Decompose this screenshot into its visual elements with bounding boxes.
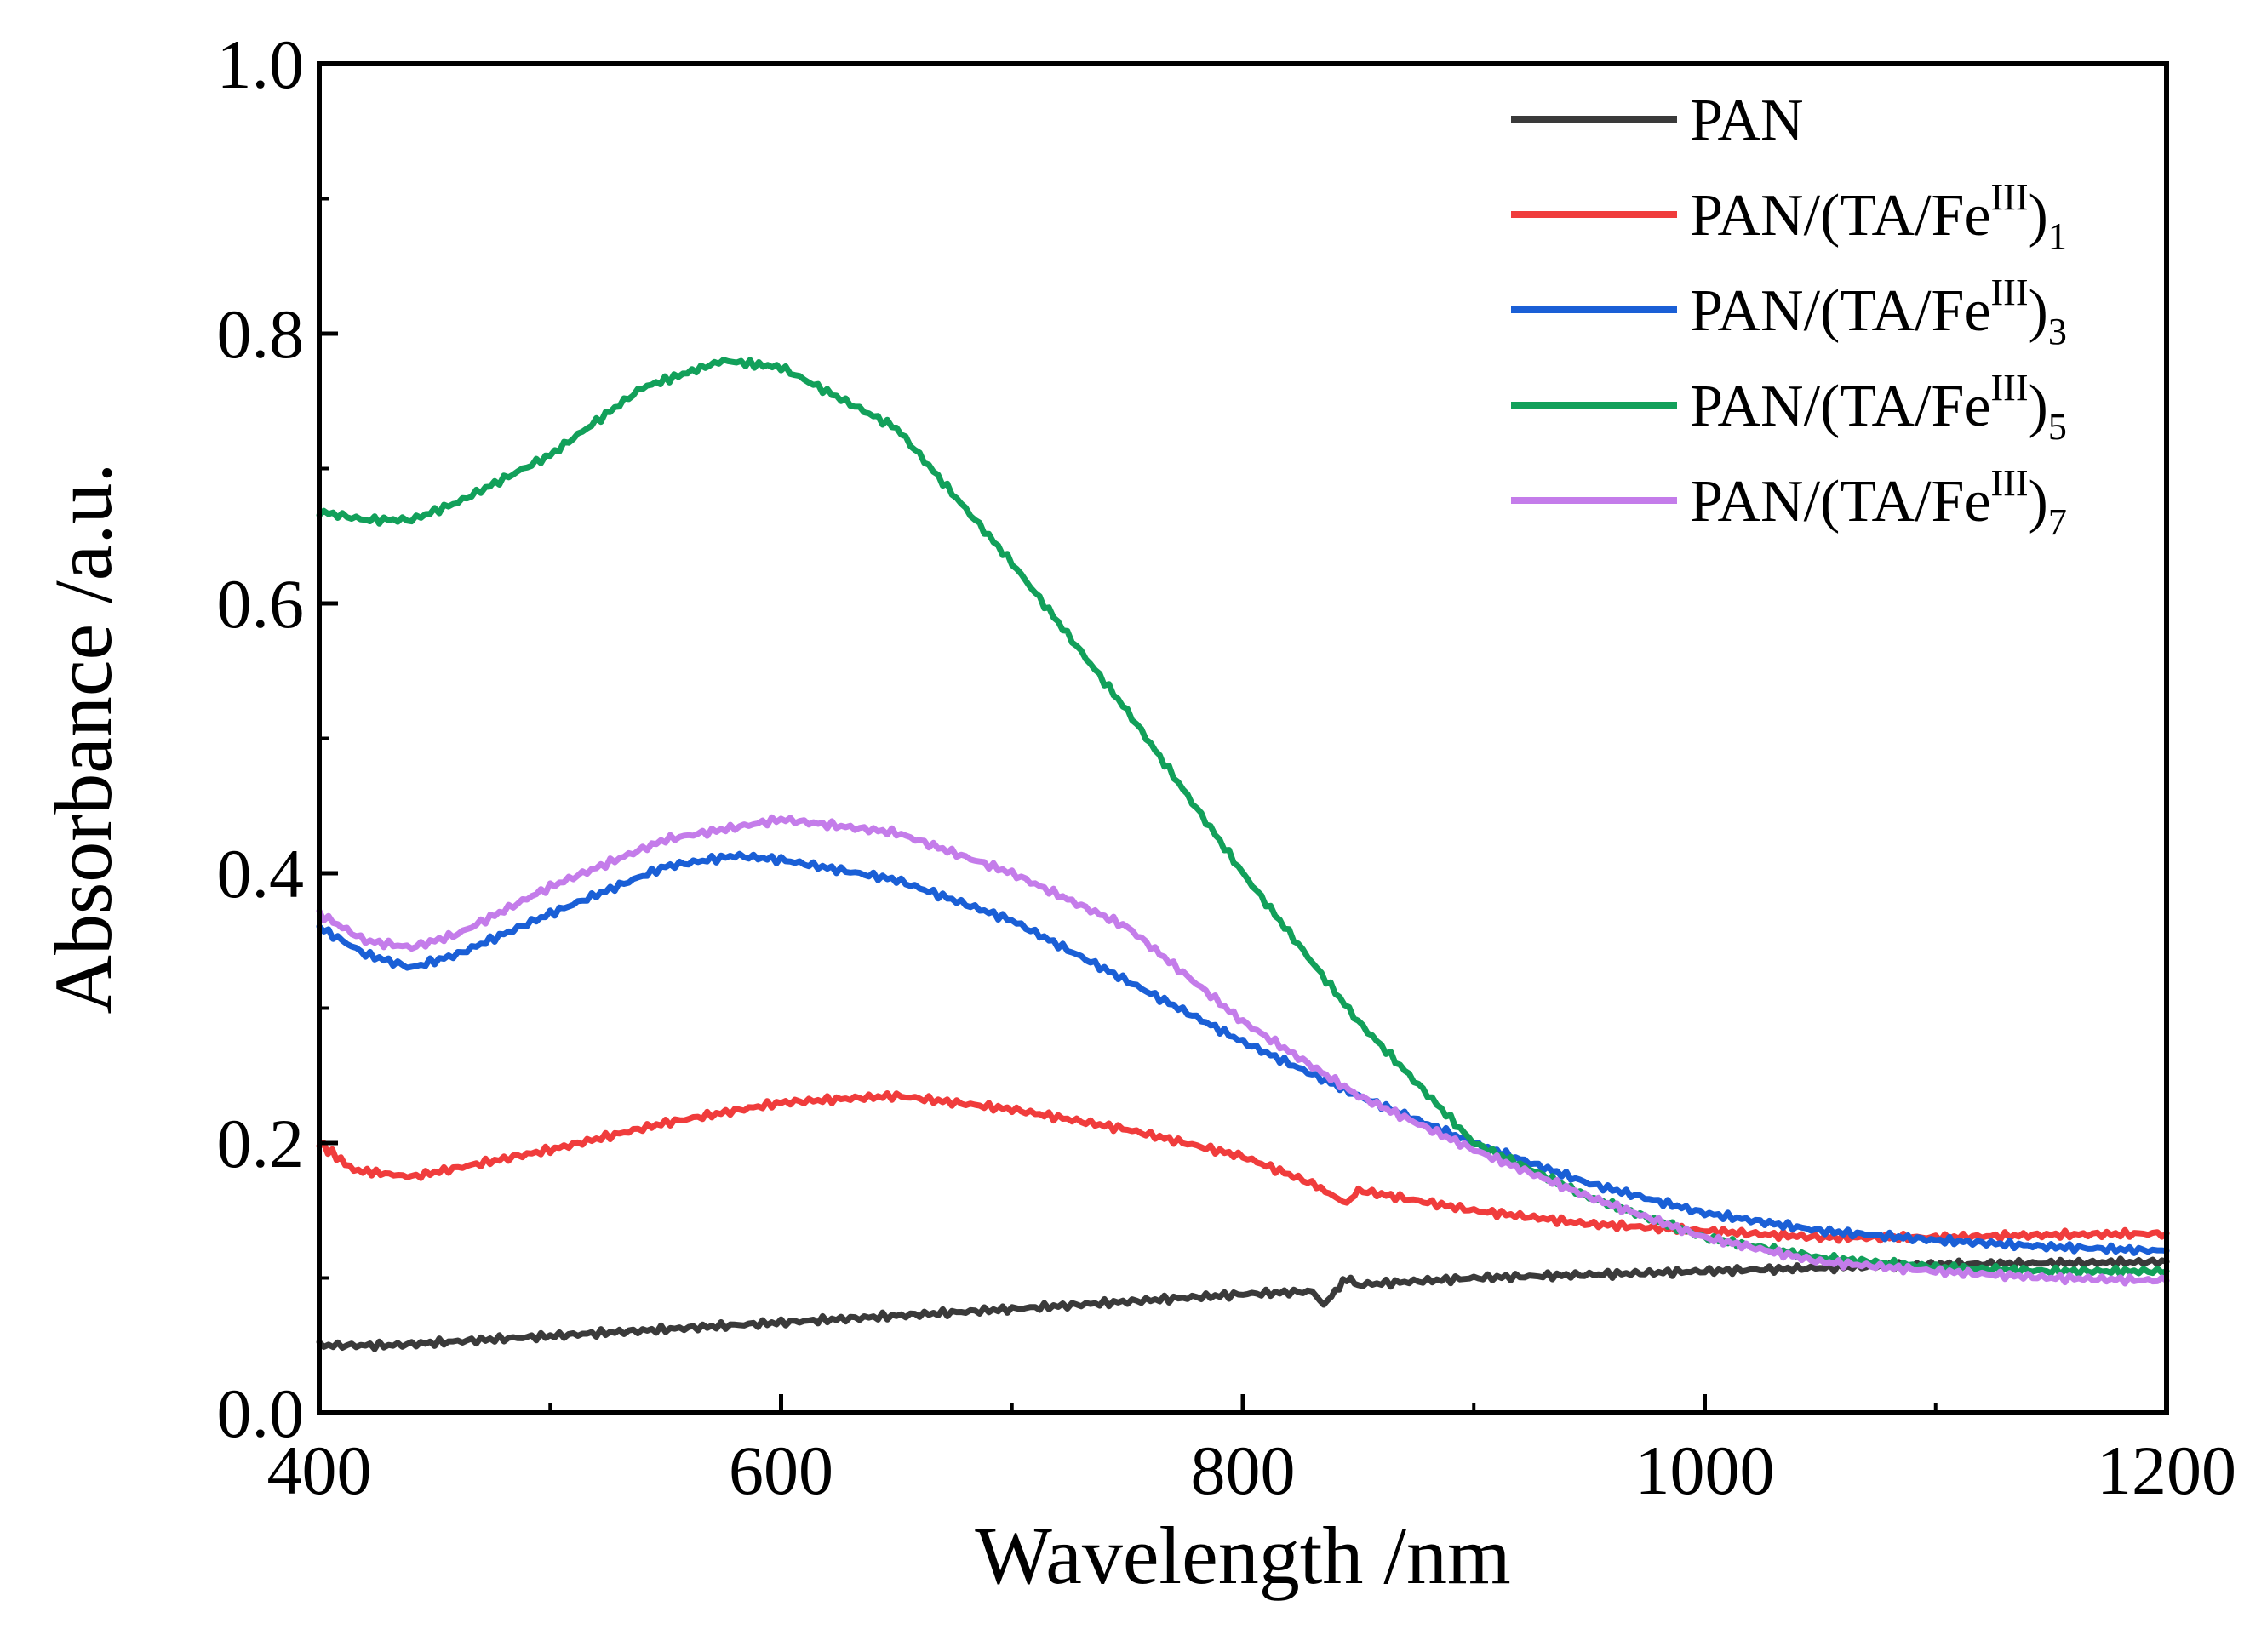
ticks-layer <box>317 61 2169 1415</box>
x-tick-label: 1000 <box>1635 1432 1775 1509</box>
x-tick-label: 1200 <box>2097 1432 2236 1509</box>
legend-label-2: PAN/(TA/FeIII)1 <box>1690 176 2067 257</box>
x-tick-label: 400 <box>267 1432 372 1509</box>
series-line-2 <box>316 1090 2170 1244</box>
legend-label-5: PAN/(TA/FeIII)7 <box>1690 462 2067 543</box>
legend-label-4: PAN/(TA/FeIII)5 <box>1690 367 2067 448</box>
series-line-5 <box>316 814 2170 1287</box>
legend: PAN PAN/(TA/FeIII)1 PAN/(TA/FeIII)3 PAN/(TA… <box>1511 88 2067 543</box>
x-tick-label: 800 <box>1191 1432 1296 1509</box>
series-layer <box>316 357 2170 1352</box>
y-tick-label: 1.0 <box>217 26 305 103</box>
x-tick-label: 600 <box>729 1432 833 1509</box>
y-tick-label: 0.8 <box>217 295 305 373</box>
y-tick-label: 0.2 <box>217 1105 305 1182</box>
legend-label-3: PAN/(TA/FeIII)3 <box>1690 272 2067 352</box>
tick-labels-layer: 400 600 800 1000 1200 0.0 0.2 0.4 0.6 0.8 1.0 <box>217 26 2237 1509</box>
y-tick-label: 0.4 <box>217 835 305 912</box>
legend-label-1: PAN <box>1690 88 1804 153</box>
y-tick-label: 0.6 <box>217 565 305 643</box>
series-line-3 <box>316 850 2170 1256</box>
x-axis-title: Wavelength /nm <box>975 1510 1510 1601</box>
y-axis-title: Absorbance /a.u. <box>37 463 129 1015</box>
y-tick-label: 0.0 <box>217 1375 305 1452</box>
